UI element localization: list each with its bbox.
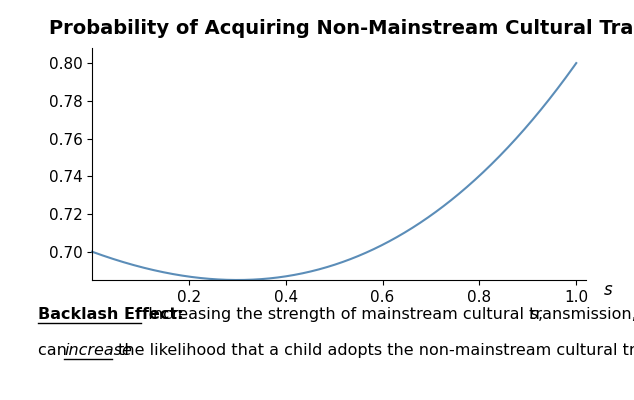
Text: Backlash Effect:: Backlash Effect: xyxy=(38,307,183,322)
Text: can: can xyxy=(38,343,72,358)
Text: the likelihood that a child adopts the non-mainstream cultural trait.: the likelihood that a child adopts the n… xyxy=(113,343,634,358)
Text: Increasing the strength of mainstream cultural transmission,: Increasing the strength of mainstream cu… xyxy=(143,307,634,322)
Text: ,: , xyxy=(538,307,543,322)
Text: s: s xyxy=(530,307,538,322)
Title: Probability of Acquiring Non-Mainstream Cultural Trait: Probability of Acquiring Non-Mainstream … xyxy=(49,19,634,38)
Text: increase: increase xyxy=(64,343,132,358)
Text: s: s xyxy=(604,281,612,299)
